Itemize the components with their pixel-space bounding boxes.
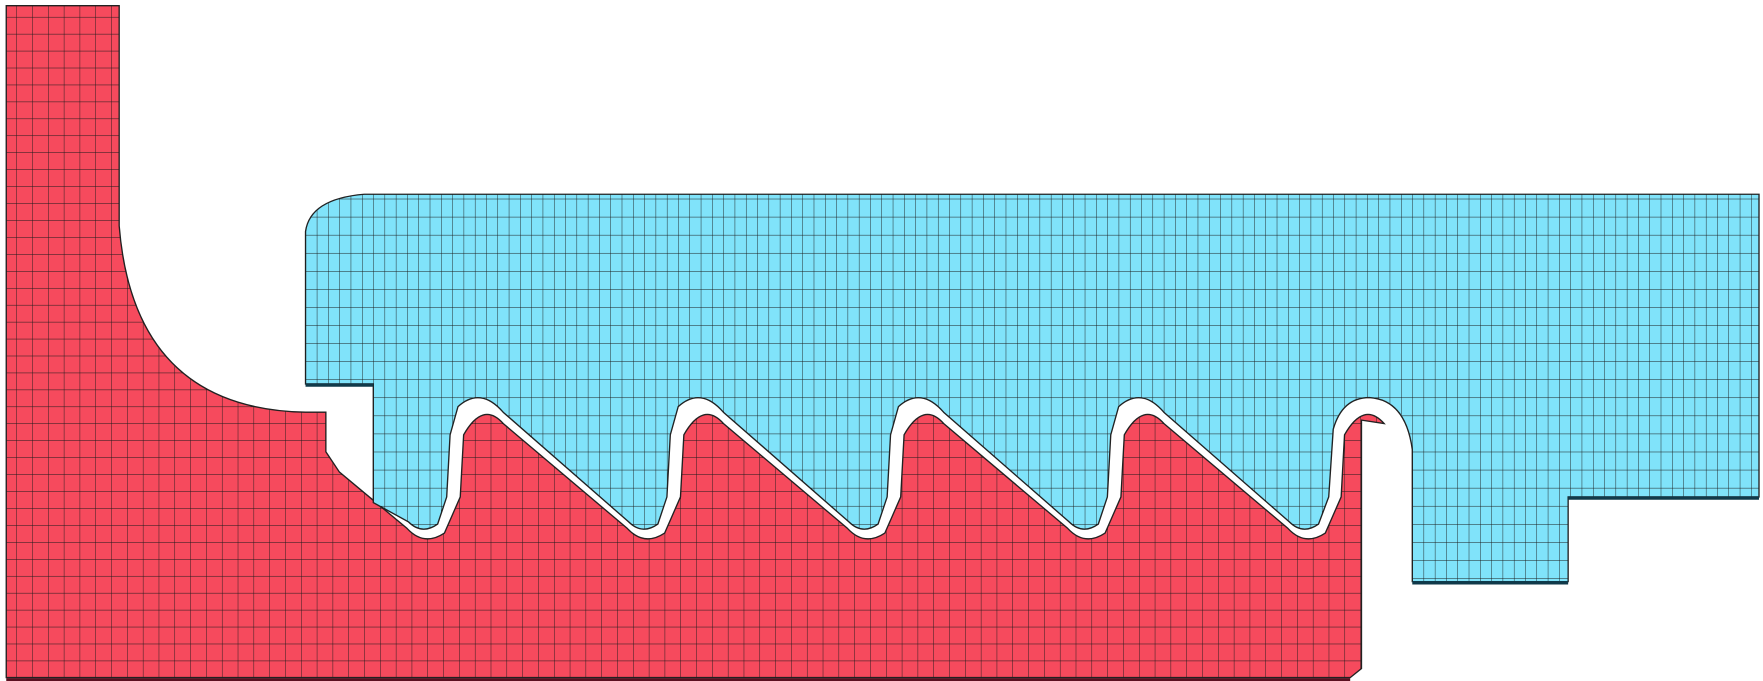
mesh-view (0, 0, 1763, 681)
page: (() => { JSON.parse(document.getElementB… (0, 0, 1763, 681)
